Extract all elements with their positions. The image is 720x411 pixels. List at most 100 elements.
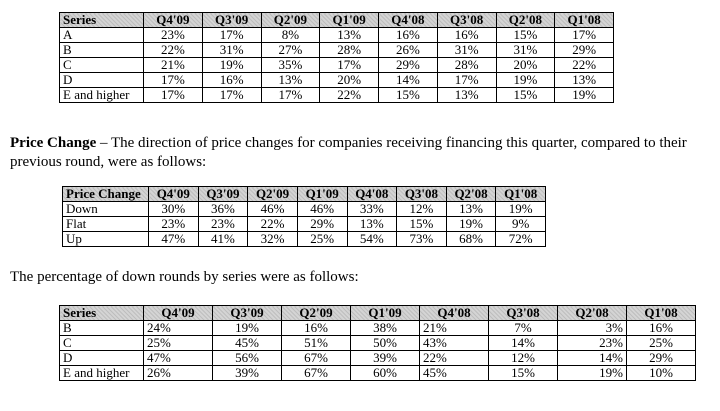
table-body: B 24% 19% 16% 38% 21% 7% 3% 16% C 25% 45% 51% 50% 43% 1… <box>59 320 696 381</box>
column-header: Q4'08 <box>346 186 398 202</box>
column-header: Q4'09 <box>148 186 199 202</box>
table-cell: 47% <box>148 231 199 247</box>
table-cell: 17% <box>260 87 321 103</box>
table-cell: 45% <box>212 335 282 351</box>
column-header: Q1'09 <box>350 305 420 321</box>
row-label: A <box>59 27 144 43</box>
table-cell: 17% <box>319 57 379 73</box>
table-cell: 23% <box>557 335 627 351</box>
column-header: Q4'09 <box>143 305 213 321</box>
table-cell: 16% <box>201 72 262 88</box>
table-cell: 31% <box>495 42 556 58</box>
column-header: Series <box>59 12 144 28</box>
table-cell: 73% <box>396 231 447 247</box>
table-cell: 16% <box>281 320 351 336</box>
table-cell: 14% <box>488 335 558 351</box>
table-cell: 12% <box>396 201 447 217</box>
table-row: B 24% 19% 16% 38% 21% 7% 3% 16% <box>59 320 696 336</box>
row-label: D <box>59 72 144 88</box>
column-header: Series <box>59 305 144 321</box>
column-header: Q1'09 <box>319 12 379 28</box>
table-cell: 17% <box>143 87 203 103</box>
table-cell: 23% <box>143 27 203 43</box>
table-cell: 21% <box>143 57 203 73</box>
row-label: E and higher <box>59 365 144 381</box>
table-row: Down 30% 36% 46% 46% 33% 12% 13% 19% <box>62 201 546 217</box>
table-cell: 20% <box>495 57 556 73</box>
down-rounds-paragraph: The percentage of down rounds by series … <box>10 269 359 285</box>
table-cell: 13% <box>445 201 497 217</box>
table-body: Down 30% 36% 46% 46% 33% 12% 13% 19% Flat 23% 23% 22… <box>62 201 546 247</box>
table-cell: 28% <box>319 42 379 58</box>
table-cell: 22% <box>319 87 379 103</box>
table-cell: 47% <box>143 350 213 366</box>
row-label: Down <box>62 201 149 217</box>
table-cell: 36% <box>197 201 249 217</box>
table-cell: 30% <box>148 201 199 217</box>
column-header: Q2'09 <box>281 305 351 321</box>
table-cell: 33% <box>346 201 398 217</box>
table-cell: 9% <box>495 216 546 232</box>
column-header: Q2'09 <box>247 186 298 202</box>
table-cell: 13% <box>346 216 398 232</box>
table-cell: 10% <box>626 365 696 381</box>
table-cell: 16% <box>626 320 696 336</box>
column-header: Q3'09 <box>212 305 282 321</box>
table-cell: 67% <box>281 365 351 381</box>
column-header: Q2'08 <box>445 186 497 202</box>
table-cell: 3% <box>557 320 627 336</box>
table-cell: 19% <box>557 365 627 381</box>
column-header: Q1'08 <box>554 12 614 28</box>
table-cell: 29% <box>626 350 696 366</box>
table-cell: 15% <box>495 27 556 43</box>
table-cell: 14% <box>378 72 438 88</box>
price-change-paragraph: Price Change – The direction of price ch… <box>10 134 715 172</box>
table-cell: 25% <box>143 335 213 351</box>
column-header: Q4'08 <box>419 305 489 321</box>
column-header: Q2'08 <box>557 305 627 321</box>
table-row: C 25% 45% 51% 50% 43% 14% 23% 25% <box>59 335 696 351</box>
price-change-text: – The direction of price changes for com… <box>10 135 687 170</box>
column-header: Q3'08 <box>396 186 447 202</box>
table-cell: 31% <box>436 42 497 58</box>
table-header-row: Price Change Q4'09 Q3'09 Q2'09 Q1'09 Q4'… <box>62 186 546 202</box>
table-cell: 17% <box>436 72 497 88</box>
table-cell: 39% <box>350 350 420 366</box>
table-cell: 41% <box>197 231 249 247</box>
table-cell: 22% <box>419 350 489 366</box>
table-cell: 15% <box>396 216 447 232</box>
row-label: E and higher <box>59 87 144 103</box>
series-distribution-table: Series Q4'09 Q3'09 Q2'09 Q1'09 Q4'08 Q3'… <box>59 12 614 103</box>
row-label: Flat <box>62 216 149 232</box>
table-cell: 68% <box>445 231 497 247</box>
price-change-heading: Price Change <box>10 135 97 151</box>
table-cell: 32% <box>247 231 298 247</box>
table-cell: 17% <box>201 27 262 43</box>
column-header: Q3'09 <box>197 186 249 202</box>
table-cell: 29% <box>554 42 614 58</box>
table-row: A 23% 17% 8% 13% 16% 16% 15% 17% <box>59 27 614 43</box>
table-cell: 72% <box>495 231 546 247</box>
table-cell: 67% <box>281 350 351 366</box>
table-cell: 15% <box>495 87 556 103</box>
table-cell: 22% <box>247 216 298 232</box>
table-cell: 28% <box>436 57 497 73</box>
table-cell: 21% <box>419 320 489 336</box>
table-cell: 46% <box>296 201 348 217</box>
table-cell: 13% <box>554 72 614 88</box>
table-cell: 29% <box>296 216 348 232</box>
table-cell: 14% <box>557 350 627 366</box>
table-cell: 19% <box>495 201 546 217</box>
table-cell: 51% <box>281 335 351 351</box>
table-cell: 17% <box>143 72 203 88</box>
table-cell: 45% <box>419 365 489 381</box>
table-cell: 12% <box>488 350 558 366</box>
table-cell: 13% <box>260 72 321 88</box>
table-cell: 23% <box>197 216 249 232</box>
table-header-row: Series Q4'09 Q3'09 Q2'09 Q1'09 Q4'08 Q3'… <box>59 305 696 321</box>
table-cell: 22% <box>143 42 203 58</box>
table-cell: 31% <box>201 42 262 58</box>
table-cell: 16% <box>436 27 497 43</box>
table-row: E and higher 17% 17% 17% 22% 15% 13% 15% 19% <box>59 87 614 103</box>
table-cell: 8% <box>260 27 321 43</box>
